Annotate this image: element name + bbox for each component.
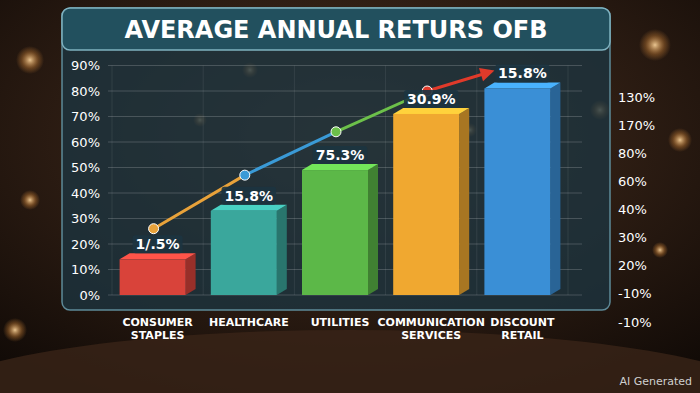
x-tick-label-line: STAPLES (131, 329, 185, 342)
bar (484, 88, 550, 295)
bar-side (186, 253, 196, 295)
y-tick-label: 50% (71, 160, 100, 175)
x-tick-label-line: SERVICES (401, 329, 461, 342)
bar-top (211, 205, 287, 211)
line-marker (149, 224, 159, 234)
annotation: 30.9% (407, 91, 456, 107)
annotation-group: 1/.5% (133, 235, 183, 253)
bar (120, 259, 186, 295)
bokeh-light (652, 242, 668, 258)
bar-side (277, 205, 287, 295)
y-tick-label: 0% (79, 288, 100, 303)
right-label: 80% (618, 146, 647, 161)
title-banner (62, 8, 610, 50)
plot-area (120, 68, 561, 295)
title: AVERAGE ANNUAL RETURS OFB (124, 16, 547, 44)
line-marker (240, 170, 250, 180)
right-label: -10% (618, 315, 652, 330)
right-label: 20% (618, 258, 647, 273)
annotation-group: 15.8% (222, 187, 277, 205)
bokeh-light (639, 29, 671, 61)
y-tick-label: 10% (71, 262, 100, 277)
annotation-patch (495, 64, 550, 82)
right-label: 130% (618, 90, 655, 105)
bokeh-light (668, 128, 692, 152)
right-label: -10% (618, 286, 652, 301)
y-tick-label: 90% (71, 58, 100, 73)
x-tick-label-line: UTILITIES (311, 316, 370, 329)
y-tick-label: 80% (71, 84, 100, 99)
table (0, 330, 700, 393)
grid-line-vertical (476, 66, 477, 296)
y-tick-label: 60% (71, 135, 100, 150)
bokeh-light (20, 190, 40, 210)
watermark: AI Generated (619, 375, 692, 388)
line-segment (427, 73, 486, 91)
annotation: 15.8% (498, 65, 547, 81)
line-arrowhead (479, 68, 494, 81)
x-tick-label-line: COMMUNICATION (377, 316, 484, 329)
annotation-patch (404, 90, 459, 108)
chart: AVERAGE ANNUAL RETURS OFB 0% 10% 20% 30% 40% 5… (0, 0, 700, 393)
bokeh-light (3, 318, 27, 342)
bar-top (484, 82, 560, 88)
panel (62, 8, 610, 310)
grid-line-vertical (568, 66, 569, 296)
grid-line-vertical (112, 66, 113, 296)
line-marker (331, 127, 341, 137)
x-tick-label: UTILITIES (311, 316, 370, 329)
bar-top (302, 164, 378, 170)
y-tick-label: 30% (71, 211, 100, 226)
y-tick-label: 40% (71, 186, 100, 201)
bar (393, 114, 459, 295)
x-tick-label-line: DISCOUNT (490, 316, 555, 329)
grid-line-vertical (294, 66, 295, 296)
x-tick-label: COMMUNICATIONSERVICES (377, 316, 484, 342)
annotation: 15.8% (225, 188, 274, 204)
annotation-group: 30.9% (404, 90, 459, 108)
annotation-group: 15.8% (495, 64, 550, 82)
x-tick-label-line: RETAIL (501, 329, 543, 342)
y-tick-label: 70% (71, 109, 100, 124)
bokeh-light (16, 46, 44, 74)
x-tick-label: DISCOUNTRETAIL (490, 316, 555, 342)
bar-side (459, 108, 469, 295)
bar (302, 170, 368, 295)
bar-side (550, 82, 560, 295)
y-tick-label: 20% (71, 237, 100, 252)
annotation-patch (313, 146, 368, 164)
right-label: 60% (618, 174, 647, 189)
right-label: 30% (618, 230, 647, 245)
bar-top (120, 253, 196, 259)
x-tick-label-line: HEALTHCARE (209, 316, 289, 329)
grid-line-vertical (203, 66, 204, 296)
right-label: 170% (618, 118, 655, 133)
annotation: 75.3% (316, 147, 365, 163)
x-tick-label: HEALTHCARE (209, 316, 289, 329)
x-tick-label-line: CONSUMER (122, 316, 193, 329)
grid-line-vertical (385, 66, 386, 296)
bar-top (393, 108, 469, 114)
annotation: 1/.5% (136, 236, 180, 252)
x-tick-label: CONSUMERSTAPLES (122, 316, 193, 342)
right-label: 40% (618, 202, 647, 217)
annotation-patch (222, 187, 277, 205)
annotation-group: 75.3% (313, 146, 368, 164)
bar (211, 211, 277, 295)
bar-side (368, 164, 378, 295)
annotation-patch (133, 235, 183, 253)
